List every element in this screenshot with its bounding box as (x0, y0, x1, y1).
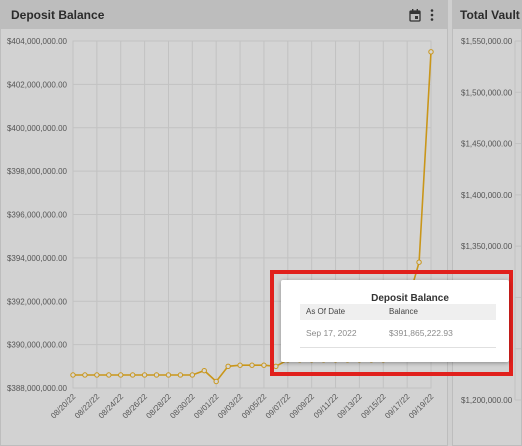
tooltip-date-value: Sep 17, 2022 (306, 328, 357, 338)
tooltip-balance-value: $391,865,222.93 (389, 328, 453, 338)
data-point (153, 372, 160, 378)
panel-title: Deposit Balance (11, 8, 105, 22)
panel-header: Deposit Balance (1, 1, 447, 29)
data-point (428, 49, 434, 55)
x-tick-label: 08/20/22 (49, 392, 78, 421)
y-tick-label: $398,000,000.00 (7, 167, 68, 176)
total-vault-chart: $1,200,000.00$1,250,000.00$1,300,000.00$… (461, 37, 521, 405)
data-point (213, 378, 219, 385)
data-point (129, 372, 136, 378)
y-tick-label: $1,400,000.00 (461, 191, 513, 200)
y-tick-label: $392,000,000.00 (7, 297, 68, 306)
data-point (165, 372, 172, 378)
data-point (106, 372, 112, 378)
total-vault-panel: Total Vault C $1,200,000.00$1,250,000.00… (452, 0, 522, 446)
y-tick-label: $1,200,000.00 (461, 396, 513, 405)
y-tick-label: $394,000,000.00 (7, 254, 68, 263)
y-tick-label: $1,350,000.00 (461, 242, 513, 251)
data-point (273, 363, 279, 370)
y-tick-label: $404,000,000.00 (7, 37, 68, 46)
x-tick-label: 08/26/22 (121, 392, 150, 421)
x-tick-label: 09/03/22 (216, 392, 245, 421)
y-tick-label: $388,000,000.00 (7, 384, 68, 393)
chart-tooltip: Deposit Balance As Of Date Balance Sep 1… (281, 280, 509, 362)
data-point (237, 362, 243, 368)
x-tick-label: 09/19/22 (407, 392, 436, 421)
more-options-icon[interactable] (429, 8, 441, 22)
data-point (94, 372, 100, 378)
data-point (177, 372, 184, 378)
x-tick-label: 09/17/22 (383, 392, 412, 421)
data-point (261, 362, 267, 368)
x-tick-label: 09/01/22 (192, 392, 221, 421)
y-tick-label: $402,000,000.00 (7, 80, 68, 89)
x-tick-label: 09/07/22 (264, 392, 293, 421)
deposit-balance-panel: Deposit Balance $388,000,000.00 $390,000,… (0, 0, 448, 446)
y-tick-label: $400,000,000.00 (7, 124, 68, 133)
data-point (70, 372, 76, 378)
tooltip-col-balance: Balance (389, 307, 418, 316)
data-point (189, 372, 196, 378)
tooltip-title: Deposit Balance (371, 293, 449, 304)
x-tick-label: 09/15/22 (359, 392, 388, 421)
data-point (225, 363, 231, 370)
tooltip-header-row: As Of Date Balance (300, 304, 496, 320)
tooltip-col-date: As Of Date (306, 307, 346, 316)
x-tick-label: 08/24/22 (97, 392, 126, 421)
x-tick-label: 09/13/22 (335, 392, 364, 421)
deposit-balance-chart: $388,000,000.00 $390,000,000.00 $392,000,0… (7, 37, 436, 421)
x-tick-label: 08/28/22 (144, 392, 173, 421)
y-tick-label: $1,450,000.00 (461, 140, 513, 149)
y-tick-label: $396,000,000.00 (7, 211, 68, 220)
y-tick-label: $1,500,000.00 (461, 88, 513, 97)
y-tick-label: $390,000,000.00 (7, 341, 68, 350)
x-tick-label: 08/22/22 (73, 392, 102, 421)
data-point (201, 367, 207, 374)
data-point (416, 259, 422, 265)
data-point (82, 372, 88, 378)
tooltip-data-row: Sep 17, 2022 $391,865,222.93 (300, 320, 496, 348)
x-tick-label: 09/05/22 (240, 392, 269, 421)
panel-header: Total Vault C (453, 1, 522, 29)
y-tick-label: $1,550,000.00 (461, 37, 513, 46)
data-point (141, 372, 148, 378)
x-tick-label: 09/09/22 (288, 392, 317, 421)
data-point (118, 372, 124, 378)
calendar-icon[interactable] (409, 8, 421, 22)
panel-title: Total Vault C (460, 8, 522, 22)
x-tick-label: 08/30/22 (168, 392, 197, 421)
data-point (249, 362, 255, 368)
